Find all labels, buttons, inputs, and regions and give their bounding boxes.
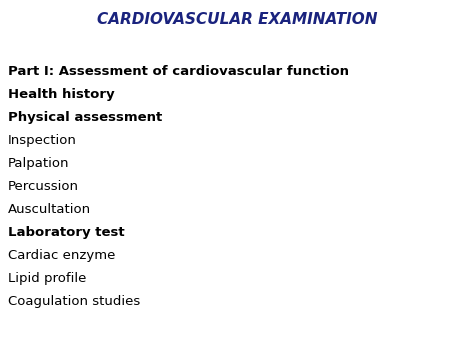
Text: Inspection: Inspection	[8, 134, 77, 147]
Text: Health history: Health history	[8, 88, 115, 101]
Text: Percussion: Percussion	[8, 180, 79, 193]
Text: Palpation: Palpation	[8, 157, 70, 170]
Text: Lipid profile: Lipid profile	[8, 272, 86, 285]
Text: Physical assessment: Physical assessment	[8, 111, 162, 124]
Text: Part I: Assessment of cardiovascular function: Part I: Assessment of cardiovascular fun…	[8, 65, 349, 78]
Text: Cardiac enzyme: Cardiac enzyme	[8, 249, 115, 262]
Text: CARDIOVASCULAR EXAMINATION: CARDIOVASCULAR EXAMINATION	[97, 12, 377, 27]
Text: Auscultation: Auscultation	[8, 203, 91, 216]
Text: Coagulation studies: Coagulation studies	[8, 295, 140, 308]
Text: Laboratory test: Laboratory test	[8, 226, 125, 239]
